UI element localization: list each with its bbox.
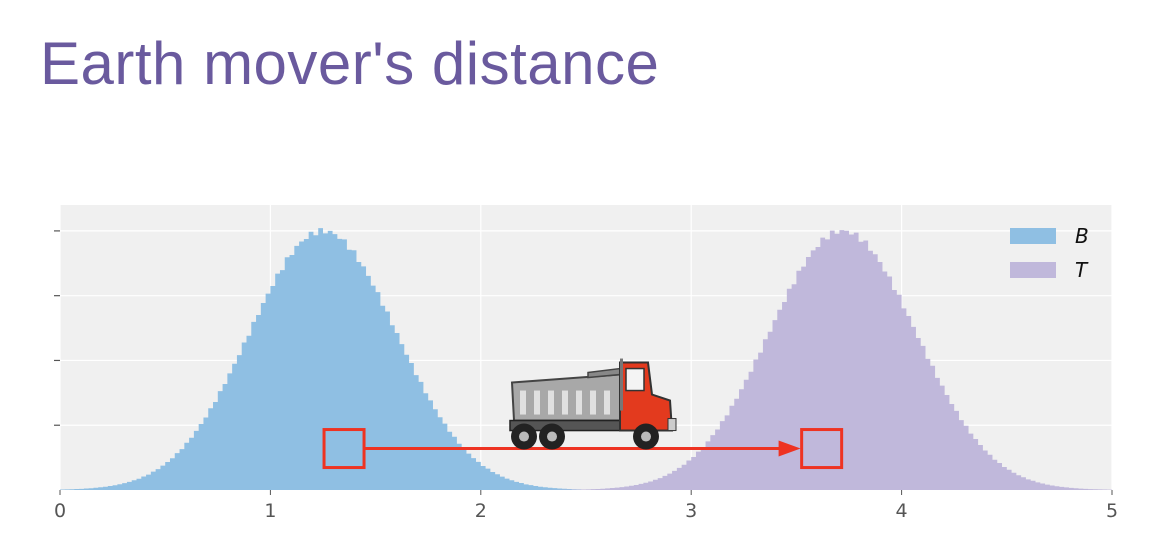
x-tick-label: 1 xyxy=(264,500,276,522)
arrow-head-icon xyxy=(778,440,801,457)
legend-label-T: T xyxy=(1075,258,1089,282)
legend-swatch-T xyxy=(1010,262,1056,278)
x-tick-label: 4 xyxy=(896,500,908,522)
source-box xyxy=(322,428,366,470)
legend-swatch-B xyxy=(1010,228,1056,244)
series-T-area xyxy=(60,230,1112,490)
series-B-area xyxy=(60,228,1112,490)
annotations xyxy=(322,428,844,470)
x-tick-label: 0 xyxy=(54,500,66,522)
y-axis xyxy=(54,230,60,426)
distribution-series xyxy=(60,228,1112,490)
dump-truck-icon xyxy=(509,358,677,450)
legend-label-B: B xyxy=(1075,224,1089,248)
legend: BT xyxy=(1010,224,1089,282)
x-tick-label: 3 xyxy=(685,500,697,522)
slide-title: Earth mover's distance xyxy=(40,30,660,97)
target-box xyxy=(800,428,844,470)
x-tick-label: 5 xyxy=(1106,500,1118,522)
x-tick-label: 2 xyxy=(475,500,487,522)
x-axis: 0 1 2 3 4 5 xyxy=(54,490,1118,522)
